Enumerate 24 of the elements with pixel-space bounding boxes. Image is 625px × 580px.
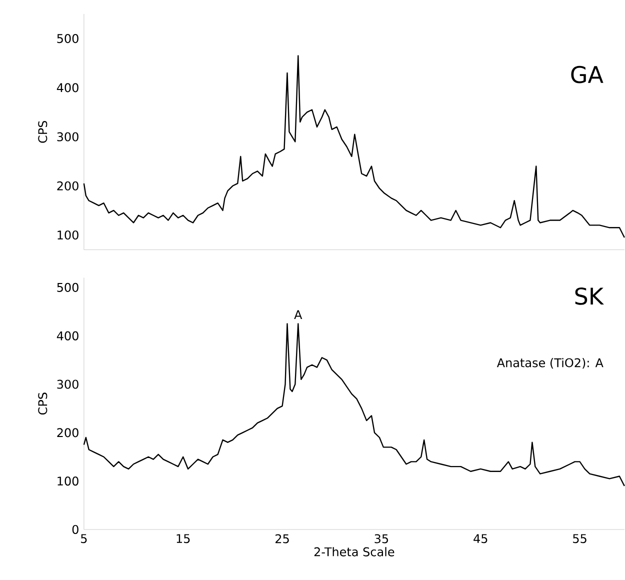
- x-tick-label: 55: [573, 534, 586, 543]
- y-tick-label: 100: [58, 230, 78, 240]
- text: GA: [571, 66, 604, 84]
- y-tick-label: 0: [72, 524, 78, 534]
- y-tick-label: 200: [57, 428, 78, 437]
- x-tick-label: 45: [474, 534, 488, 543]
- x-tick-label: 5: [81, 534, 87, 543]
- x-tick-label: 35: [374, 534, 388, 544]
- y-tick-label: 400: [56, 82, 78, 92]
- y-tick-label: 500: [57, 282, 78, 292]
- y-tick-label: 300: [57, 132, 78, 142]
- y-tick-label: 100: [58, 476, 78, 486]
- y-tick-label: 200: [57, 181, 78, 190]
- text: SK: [575, 287, 604, 305]
- y-tick-label: 400: [56, 331, 78, 340]
- y-axis-title: CPS: [38, 392, 48, 414]
- annotation: Anatase (TiO2): A: [496, 358, 604, 368]
- y-axis-title: CPS: [38, 120, 48, 143]
- x-tick-label: 25: [276, 534, 289, 544]
- annotation: A: [294, 310, 302, 319]
- x-tick-label: 15: [176, 534, 190, 543]
- y-tick-label: 500: [57, 34, 78, 43]
- y-tick-label: 300: [57, 379, 78, 389]
- x-axis-title: 2-Theta Scale: [314, 546, 394, 556]
